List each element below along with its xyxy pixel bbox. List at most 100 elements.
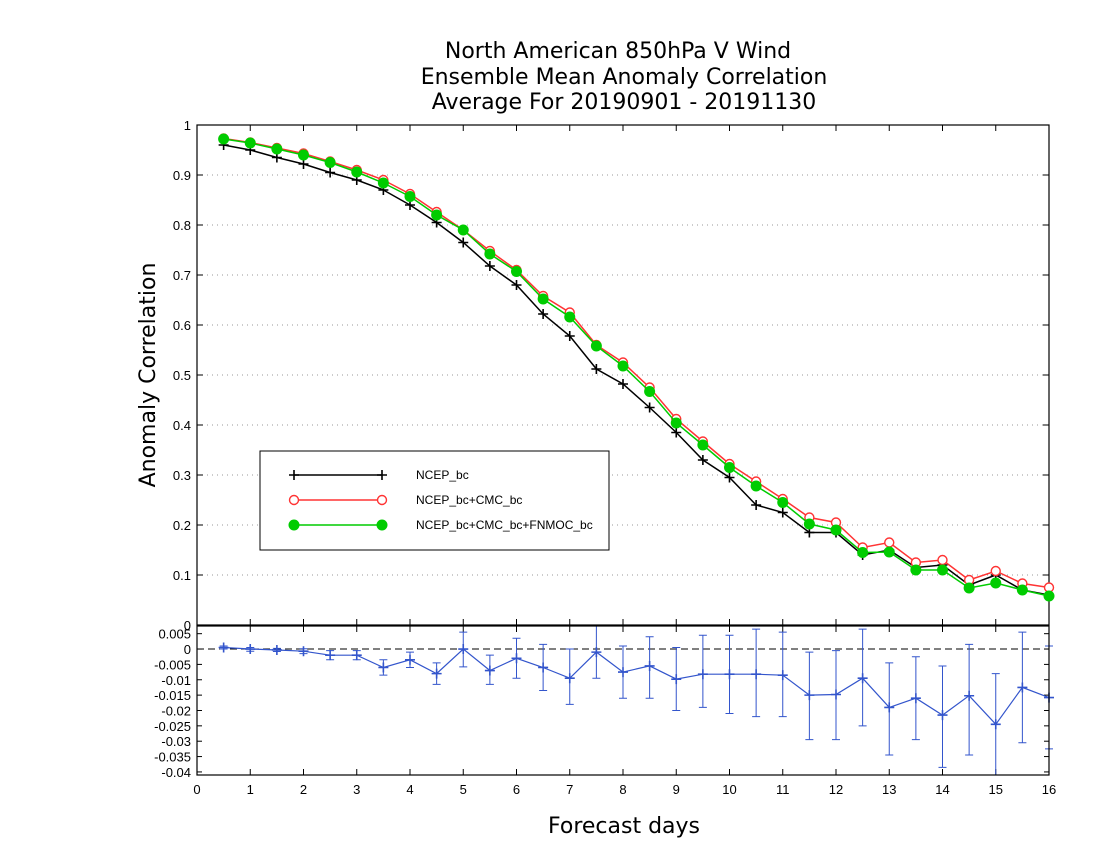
y-tick-label: -0.015 [154,688,191,703]
x-tick-label: 2 [300,782,307,797]
y-tick-label: 0.6 [173,318,191,333]
data-point [910,693,921,704]
data-point [1017,682,1028,693]
data-point [990,565,1001,577]
y-tick-label: -0.005 [154,657,191,672]
data-point [377,177,389,189]
x-tick-label: 9 [673,782,680,797]
data-point [1043,590,1055,602]
data-point [617,360,629,372]
data-point [511,280,522,290]
data-point [884,537,895,548]
data-point [830,524,842,536]
data-point [857,547,869,558]
data-point [458,237,469,248]
y-tick-label: 0.9 [173,168,191,183]
data-point [484,665,495,676]
data-point [671,427,682,438]
data-point [671,674,682,685]
x-tick-label: 5 [460,782,467,797]
data-point [298,159,309,169]
data-point [777,497,789,508]
data-point [831,689,841,700]
data-point [644,402,655,413]
data-point [484,248,496,260]
data-point [990,719,1001,730]
x-tick-label: 3 [353,782,360,797]
data-point [298,149,309,161]
data-point [804,690,815,701]
y-tick-label: -0.04 [161,765,191,780]
data-point [750,480,762,492]
data-point [751,500,762,510]
data-point [644,386,656,397]
legend-marker [288,519,300,531]
data-point [1016,584,1028,596]
x-tick-label: 16 [1042,782,1056,797]
plot-frame [196,124,1050,626]
data-point [537,293,549,305]
y-tick-label: 0.005 [158,627,191,642]
legend: NCEP_bc NCEP_bc+CMC_bc NCEP_bc+CMC_bc+FNMO… [259,450,610,551]
y-tick-label: 0.1 [173,568,191,583]
y-tick-label: -0.03 [161,734,191,749]
data-point [884,702,895,713]
data-point [325,167,336,178]
data-point [298,646,309,657]
data-point [937,554,948,566]
x-tick-label: 10 [722,782,736,797]
data-point [937,564,948,576]
data-point [458,644,469,655]
chart-title-line-1: North American 850hPa V Wind [445,39,791,64]
x-tick-label: 0 [193,782,200,797]
legend-marker [376,494,388,506]
data-point [431,209,443,221]
x-tick-label: 8 [619,782,626,797]
data-point [910,564,922,576]
y-tick-label: 0 [184,642,191,657]
x-tick-label: 4 [406,782,413,797]
data-point [564,673,575,684]
data-point [964,690,975,701]
data-point [697,455,708,465]
data-point [564,331,575,341]
x-tick-label: 6 [513,782,520,797]
data-point [618,379,628,389]
x-tick-label: 12 [829,782,843,797]
data-point [457,224,469,236]
data-point [857,673,868,684]
data-point [538,309,549,319]
y-axis-label: Anomaly Correlation [136,263,161,488]
data-point [511,653,522,664]
y-tick-label: 0.3 [173,468,191,483]
data-point [244,137,256,149]
y-tick-label: 0.5 [173,368,191,383]
data-point [271,143,283,155]
data-point [724,669,735,680]
data-point [404,191,416,202]
y-tick-label: 1 [184,118,191,133]
data-point [883,546,895,558]
difference-series [218,625,1054,776]
data-point [484,261,495,271]
data-point [670,417,682,429]
y-tick-label: 0.8 [173,218,191,233]
data-point [351,650,362,661]
chart-title-line-3: Average For 20190901 - 20191130 [432,90,817,115]
x-tick-label: 7 [566,782,573,797]
y-tick-label: -0.02 [161,703,191,718]
data-point [405,654,415,665]
data-point [591,647,602,658]
x-tick-label: 11 [776,782,790,797]
legend-label: NCEP_bc [416,468,469,482]
plot-frame [196,625,1050,776]
y-tick-label: 0.7 [173,268,191,283]
y-tick-label: -0.01 [161,673,191,688]
anomaly-correlation-panel: 0 0.1 0.2 0.3 0.4 0.5 0.6 0.7 0.8 0.9 1 [173,118,1055,633]
data-point [218,642,229,653]
data-point [218,133,230,145]
data-point [724,472,735,483]
data-point [751,669,762,680]
data-point [644,660,655,671]
legend-label: NCEP_bc+CMC_bc+FNMOC_bc [416,518,593,532]
